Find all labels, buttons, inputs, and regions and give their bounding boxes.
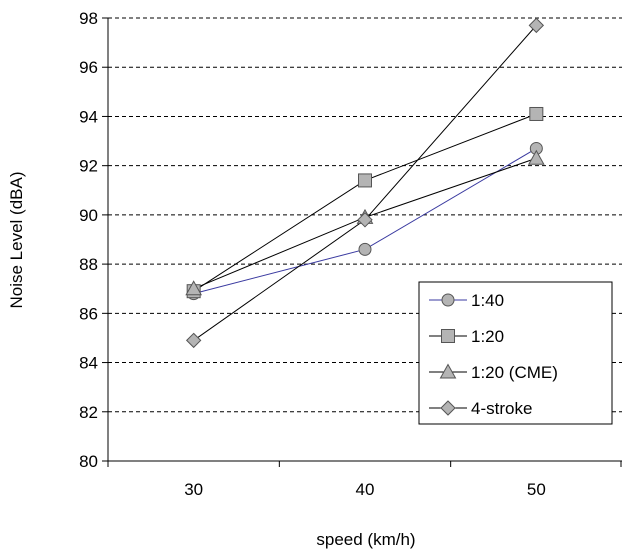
legend-label: 1:40	[471, 291, 504, 310]
y-tick-label: 94	[79, 107, 98, 126]
legend-label: 1:20 (CME)	[471, 363, 558, 382]
series-layer	[185, 17, 545, 349]
y-tick-label: 86	[79, 304, 98, 323]
x-tick-label: 50	[527, 480, 546, 499]
data-point-marker	[529, 106, 544, 121]
y-tick-label: 82	[79, 403, 98, 422]
data-point-marker	[527, 149, 545, 165]
y-tick-label: 88	[79, 255, 98, 274]
y-tick-label: 92	[79, 157, 98, 176]
legend-label: 4-stroke	[471, 399, 532, 418]
y-tick-label: 98	[79, 9, 98, 28]
data-point-marker	[185, 280, 203, 296]
legend-marker	[441, 293, 455, 307]
x-tick-label: 40	[356, 480, 375, 499]
data-point-marker	[357, 212, 373, 228]
data-point-marker	[185, 332, 202, 349]
x-tick-label: 30	[184, 480, 203, 499]
data-point-marker	[358, 242, 372, 256]
data-point-marker	[358, 173, 372, 188]
y-tick-label: 80	[79, 452, 98, 471]
y-tick-label: 96	[79, 58, 98, 77]
series-line	[193, 113, 537, 292]
legend-marker	[440, 400, 456, 416]
legend-marker	[441, 329, 455, 343]
legend-label: 1:20	[471, 327, 504, 346]
x-axis-title: speed (km/h)	[316, 530, 415, 549]
y-tick-label: 84	[79, 354, 98, 373]
y-axis-title: Noise Level (dBA)	[7, 171, 26, 308]
legend-marker	[439, 363, 457, 379]
axes: 80 82 84 86 88 90 92 94 96 98 30 40 50	[79, 9, 622, 499]
legend: 1:40 1:20 1:20 (CME) 4-stroke	[418, 281, 613, 425]
y-tick-label: 90	[79, 206, 98, 225]
data-point-marker	[528, 17, 545, 34]
